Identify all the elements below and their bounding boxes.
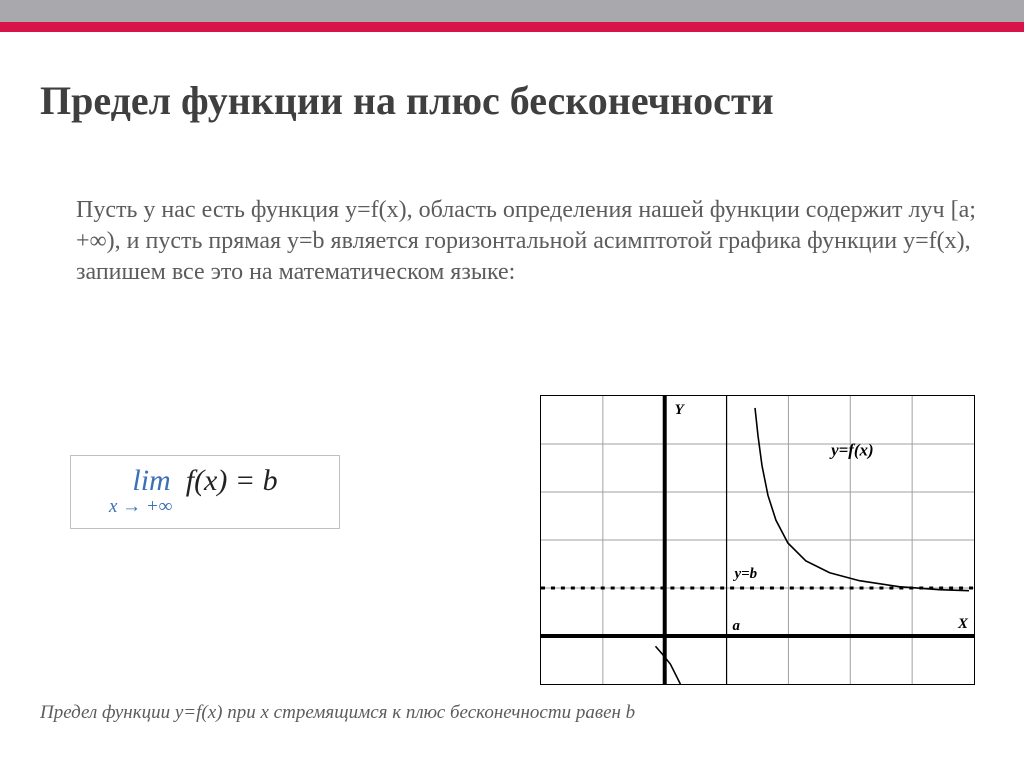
page-title: Предел функции на плюс бесконечности	[40, 78, 984, 124]
slide: Предел функции на плюс бесконечности Пус…	[0, 0, 1024, 767]
topbar-pink	[0, 22, 1024, 32]
svg-text:y=b: y=b	[733, 566, 758, 582]
svg-text:Y: Y	[675, 402, 686, 418]
limit-subscript: x → +∞	[85, 496, 325, 518]
limit-formula-box: lim f(x) = b x → +∞	[70, 455, 340, 529]
chart-svg: Y Xa y=b y=f(x)	[541, 396, 974, 684]
svg-text:y=f(x): y=f(x)	[829, 441, 874, 460]
body-paragraph: Пусть у нас есть функция y=f(x), область…	[76, 195, 984, 288]
topbar-gray	[0, 0, 1024, 22]
caption-text: Предел функции y=f(x) при х стремящимся …	[40, 702, 984, 724]
limit-expression: lim f(x) = b	[85, 464, 325, 498]
limit-chart: Y Xa y=b y=f(x)	[540, 395, 975, 685]
svg-text:a: a	[733, 618, 741, 634]
svg-text:X: X	[957, 616, 969, 632]
